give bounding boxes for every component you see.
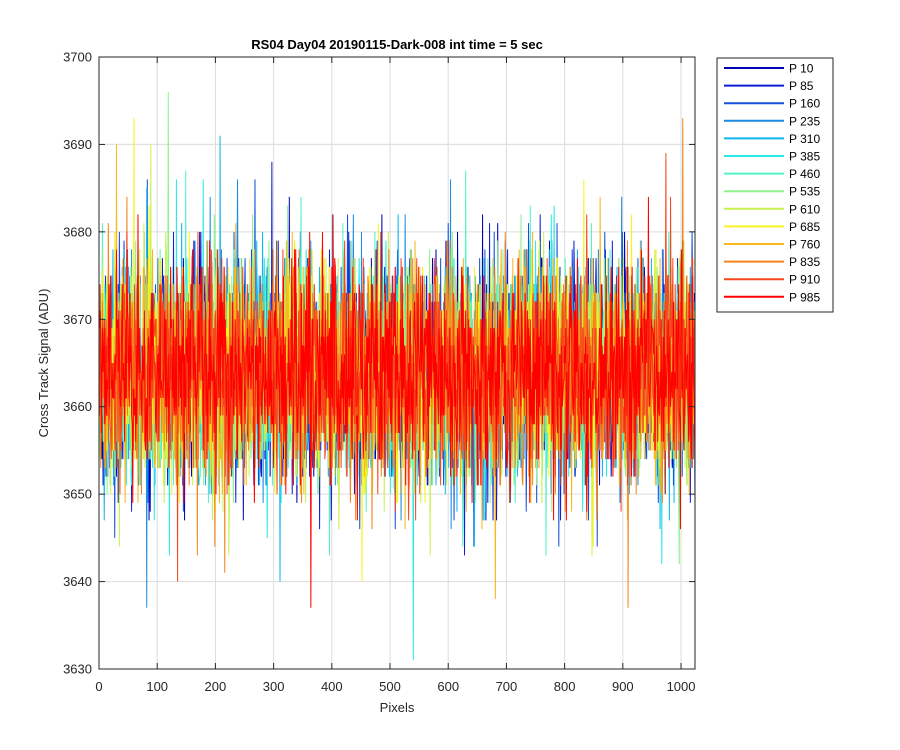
legend-label: P 535 xyxy=(789,185,820,199)
chart-title: RS04 Day04 20190115-Dark-008 int time = … xyxy=(251,37,543,52)
legend-label: P 10 xyxy=(789,62,814,76)
x-axis-label: Pixels xyxy=(380,700,415,715)
legend-entry: P 985 xyxy=(724,290,820,304)
legend-entry: P 835 xyxy=(724,255,820,269)
series-line-p-985 xyxy=(99,196,696,608)
y-tick-label: 3650 xyxy=(63,487,92,502)
y-tick-label: 3660 xyxy=(63,399,92,414)
legend-entry: P 910 xyxy=(724,273,820,287)
y-tick-label: 3700 xyxy=(63,50,92,65)
legend-entry: P 610 xyxy=(724,202,820,216)
legend-label: P 685 xyxy=(789,220,820,234)
legend-entry: P 10 xyxy=(724,62,814,76)
legend-entry: P 235 xyxy=(724,114,820,128)
legend-entry: P 385 xyxy=(724,150,820,164)
x-tick-label: 0 xyxy=(95,679,102,694)
x-tick-label: 900 xyxy=(612,679,634,694)
legend-entry: P 685 xyxy=(724,220,820,234)
legend: P 10 P 85 P 160 P 235 P 310 P 385 P 460 P 535 P … xyxy=(716,57,834,313)
x-tick-label: 700 xyxy=(496,679,518,694)
y-tick-label: 3670 xyxy=(63,312,92,327)
y-tick-label: 3680 xyxy=(63,224,92,239)
y-axis-ticks: 3630 3640 3650 3660 3670 3680 3690 3700 xyxy=(63,50,695,677)
y-tick-label: 3690 xyxy=(63,137,92,152)
legend-label: P 460 xyxy=(789,167,820,181)
legend-label: P 310 xyxy=(789,132,820,146)
legend-entry: P 310 xyxy=(724,132,820,146)
legend-label: P 85 xyxy=(789,79,814,93)
x-tick-label: 200 xyxy=(205,679,227,694)
y-tick-label: 3640 xyxy=(63,574,92,589)
y-tick-label: 3630 xyxy=(63,662,92,677)
legend-label: P 610 xyxy=(789,202,820,216)
legend-entry: P 85 xyxy=(724,79,814,93)
legend-label: P 235 xyxy=(789,114,820,128)
legend-label: P 910 xyxy=(789,273,820,287)
legend-label: P 760 xyxy=(789,238,820,252)
legend-entry: P 460 xyxy=(724,167,820,181)
legend-label: P 385 xyxy=(789,150,820,164)
series-lines xyxy=(99,91,696,661)
x-tick-label: 500 xyxy=(379,679,401,694)
legend-box xyxy=(716,57,834,313)
x-tick-label: 600 xyxy=(437,679,459,694)
x-axis-ticks: 0 100 200 300 400 500 600 700 800 900 1000 xyxy=(95,57,695,694)
legend-label: P 985 xyxy=(789,290,820,304)
x-tick-label: 400 xyxy=(321,679,343,694)
legend-label: P 160 xyxy=(789,97,820,111)
plot-frame xyxy=(98,56,696,670)
legend-entry: P 760 xyxy=(724,238,820,252)
x-tick-label: 800 xyxy=(554,679,576,694)
series-line-p-910 xyxy=(99,153,696,582)
x-tick-label: 100 xyxy=(146,679,168,694)
x-tick-label: 300 xyxy=(263,679,285,694)
legend-entry: P 160 xyxy=(724,97,820,111)
legend-label: P 835 xyxy=(789,255,820,269)
x-tick-label: 1000 xyxy=(667,679,696,694)
y-axis-label: Cross Track Signal (ADU) xyxy=(36,289,51,438)
legend-entry: P 535 xyxy=(724,185,820,199)
